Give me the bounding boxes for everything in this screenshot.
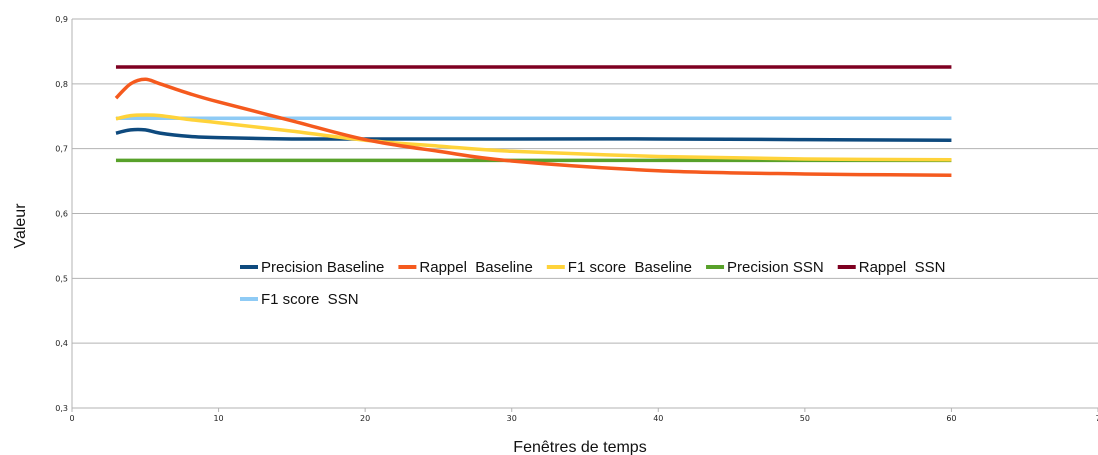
y-tick-label-2: 0,5 (55, 274, 68, 283)
x-tick-label-3: 30 (507, 414, 517, 423)
legend-label-4: Rappel SSN (859, 259, 946, 276)
x-axis-title: Fenêtres de temps (513, 439, 646, 455)
x-tick-label-0: 0 (69, 414, 74, 423)
legend-label-1: Rappel Baseline (419, 259, 532, 276)
legend-label-2: F1 score Baseline (568, 259, 692, 276)
series-line-0 (115, 127, 952, 142)
legend: Precision Baseline Rappel Baseline F1 scor… (240, 259, 945, 308)
y-tick-label-0: 0,3 (55, 404, 68, 413)
y-tick-label-6: 0,9 (55, 15, 68, 24)
x-tick-label-2: 20 (360, 414, 370, 423)
y-tick-label-1: 0,4 (55, 339, 68, 348)
axes (71, 19, 1098, 412)
series-line-2 (115, 113, 952, 162)
grid-lines (72, 18, 1098, 409)
x-tick-label-6: 60 (946, 414, 956, 423)
x-tick-label-1: 10 (213, 414, 223, 423)
series-lines (114, 65, 952, 177)
legend-label-3: Precision SSN (727, 259, 824, 276)
y-tick-label-3: 0,6 (55, 210, 68, 219)
legend-label-0: Precision Baseline (261, 259, 384, 276)
x-tick-label-7: 7 (1095, 414, 1098, 423)
legend-label-5: F1 score SSN (261, 291, 359, 308)
y-tick-label-5: 0,8 (55, 80, 68, 89)
tick-labels: 0,3 0,4 0,5 0,6 0,7 0,8 0,9 0 10 20 30 40 50 60 7 (55, 15, 1098, 423)
x-tick-label-4: 40 (653, 414, 663, 423)
series-line-1 (114, 77, 952, 177)
y-tick-label-4: 0,7 (55, 145, 68, 154)
y-axis-title: Valeur (12, 203, 29, 249)
x-tick-label-5: 50 (800, 414, 810, 423)
